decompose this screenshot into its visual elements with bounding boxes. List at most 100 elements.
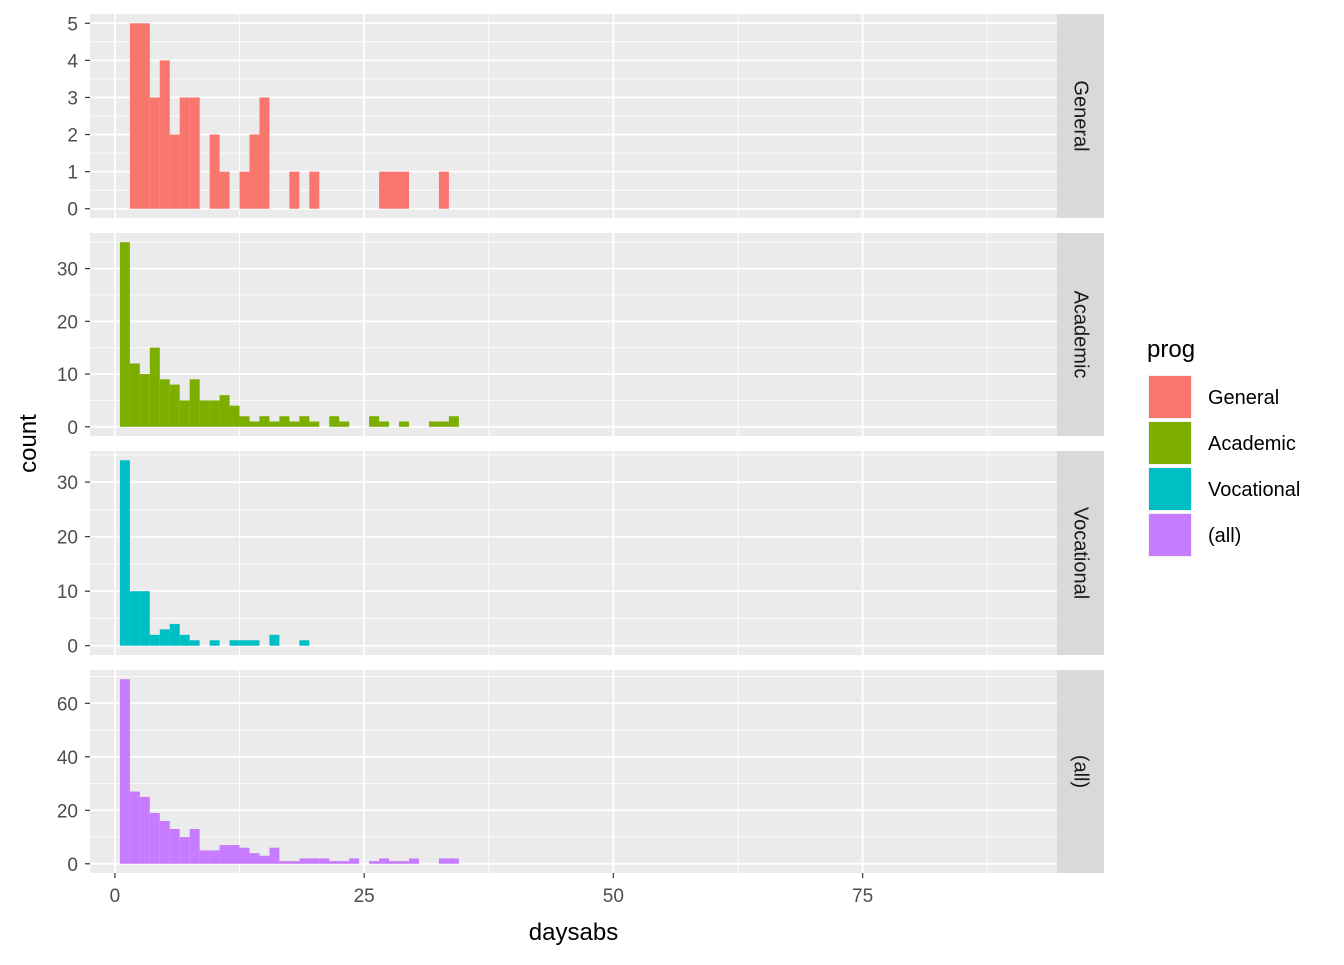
histogram-bar [379, 421, 390, 427]
histogram-bar [269, 421, 280, 427]
facet-strip [1057, 14, 1104, 218]
histogram-bar [399, 861, 410, 864]
histogram-bar [199, 400, 210, 427]
legend-key-swatch [1149, 514, 1191, 556]
histogram-bar [309, 858, 320, 864]
histogram-bar [379, 858, 390, 864]
panel-background [90, 670, 1057, 873]
facet-strip-label: Academic [1070, 291, 1092, 379]
histogram-bar [309, 171, 320, 209]
x-tick-label: 25 [354, 886, 375, 907]
histogram-bar [239, 847, 250, 864]
facet-strip [1057, 670, 1104, 873]
histogram-bar [229, 405, 240, 427]
histogram-bar [189, 379, 200, 427]
histogram-bar [399, 171, 410, 209]
histogram-bar [438, 858, 449, 864]
histogram-bar [209, 850, 220, 864]
histogram-bar [349, 858, 360, 864]
histogram-bar [448, 416, 459, 427]
histogram-bar [329, 861, 340, 864]
y-tick-label: 20 [57, 528, 78, 549]
legend-key-swatch [1149, 468, 1191, 510]
facet-strip-label: General [1070, 80, 1092, 151]
histogram-bar [129, 23, 140, 209]
histogram-bar [139, 796, 150, 864]
histogram-bar [239, 416, 250, 427]
y-tick-label: 0 [67, 200, 78, 221]
histogram-bar [269, 634, 280, 646]
histogram-bar [249, 640, 260, 646]
legend-entry-label: General [1208, 387, 1279, 409]
histogram-bar [299, 416, 310, 427]
histogram-bar [369, 416, 380, 427]
legend-entry-label: Academic [1208, 433, 1296, 455]
y-tick-label: 30 [57, 260, 78, 281]
histogram-bar [219, 171, 230, 209]
histogram-bar [209, 400, 220, 427]
histogram-bar [139, 23, 150, 209]
histogram-bar [169, 623, 180, 646]
histogram-bar [269, 847, 280, 864]
histogram-bar [299, 640, 310, 646]
histogram-bar [409, 858, 419, 864]
y-tick-label: 1 [67, 163, 78, 184]
histogram-bar [239, 640, 250, 646]
y-tick-label: 10 [57, 365, 78, 386]
histogram-bar [329, 416, 340, 427]
x-tick-label: 75 [852, 886, 873, 907]
histogram-bar [399, 421, 410, 427]
x-axis-title: daysabs [529, 919, 618, 946]
histogram-bar [389, 861, 400, 864]
histogram-bar [159, 379, 170, 427]
y-tick-label: 5 [67, 14, 78, 35]
histogram-bar [209, 640, 220, 646]
histogram-bar [169, 134, 180, 209]
y-tick-label: 40 [57, 748, 78, 769]
x-tick-label: 50 [603, 886, 624, 907]
facet-strip-label: Vocational [1070, 507, 1092, 599]
histogram-bar [299, 858, 310, 864]
histogram-bar [149, 634, 160, 646]
histogram-bar [289, 171, 300, 209]
y-tick-label: 60 [57, 694, 78, 715]
y-tick-label: 30 [57, 473, 78, 494]
legend-entry-label: (all) [1208, 525, 1241, 547]
histogram-bar [139, 591, 150, 646]
histogram-bar [129, 791, 140, 864]
histogram-bar [129, 591, 140, 646]
histogram-bar [209, 134, 220, 209]
histogram-bar [279, 416, 290, 427]
histogram-bar [229, 845, 240, 864]
y-tick-label: 2 [67, 126, 78, 147]
histogram-bar [199, 850, 210, 864]
y-tick-label: 4 [67, 51, 78, 72]
histogram-bar [229, 640, 240, 646]
histogram-bar [259, 97, 270, 209]
histogram-bar [149, 812, 160, 864]
histogram-bar [149, 97, 160, 209]
histogram-bar [169, 384, 180, 427]
histogram-bar [239, 171, 250, 209]
legend-key-swatch [1149, 376, 1191, 418]
panel-background [90, 451, 1057, 655]
facet-strip [1057, 233, 1104, 436]
histogram-bar [369, 861, 380, 864]
histogram-bar [189, 640, 200, 646]
histogram-bar [219, 845, 230, 864]
histogram-bar [259, 416, 270, 427]
histogram-bar [438, 421, 449, 427]
histogram-bar [309, 421, 320, 427]
histogram-bar [389, 171, 400, 209]
histogram-bar [179, 400, 190, 427]
histogram-bar [249, 421, 260, 427]
y-tick-label: 0 [67, 418, 78, 439]
histogram-bar [339, 861, 350, 864]
legend-title: prog [1147, 336, 1195, 363]
legend-entry-label: Vocational [1208, 479, 1300, 501]
histogram-bar [249, 853, 260, 864]
histogram-bar [159, 60, 170, 209]
y-tick-label: 20 [57, 312, 78, 333]
